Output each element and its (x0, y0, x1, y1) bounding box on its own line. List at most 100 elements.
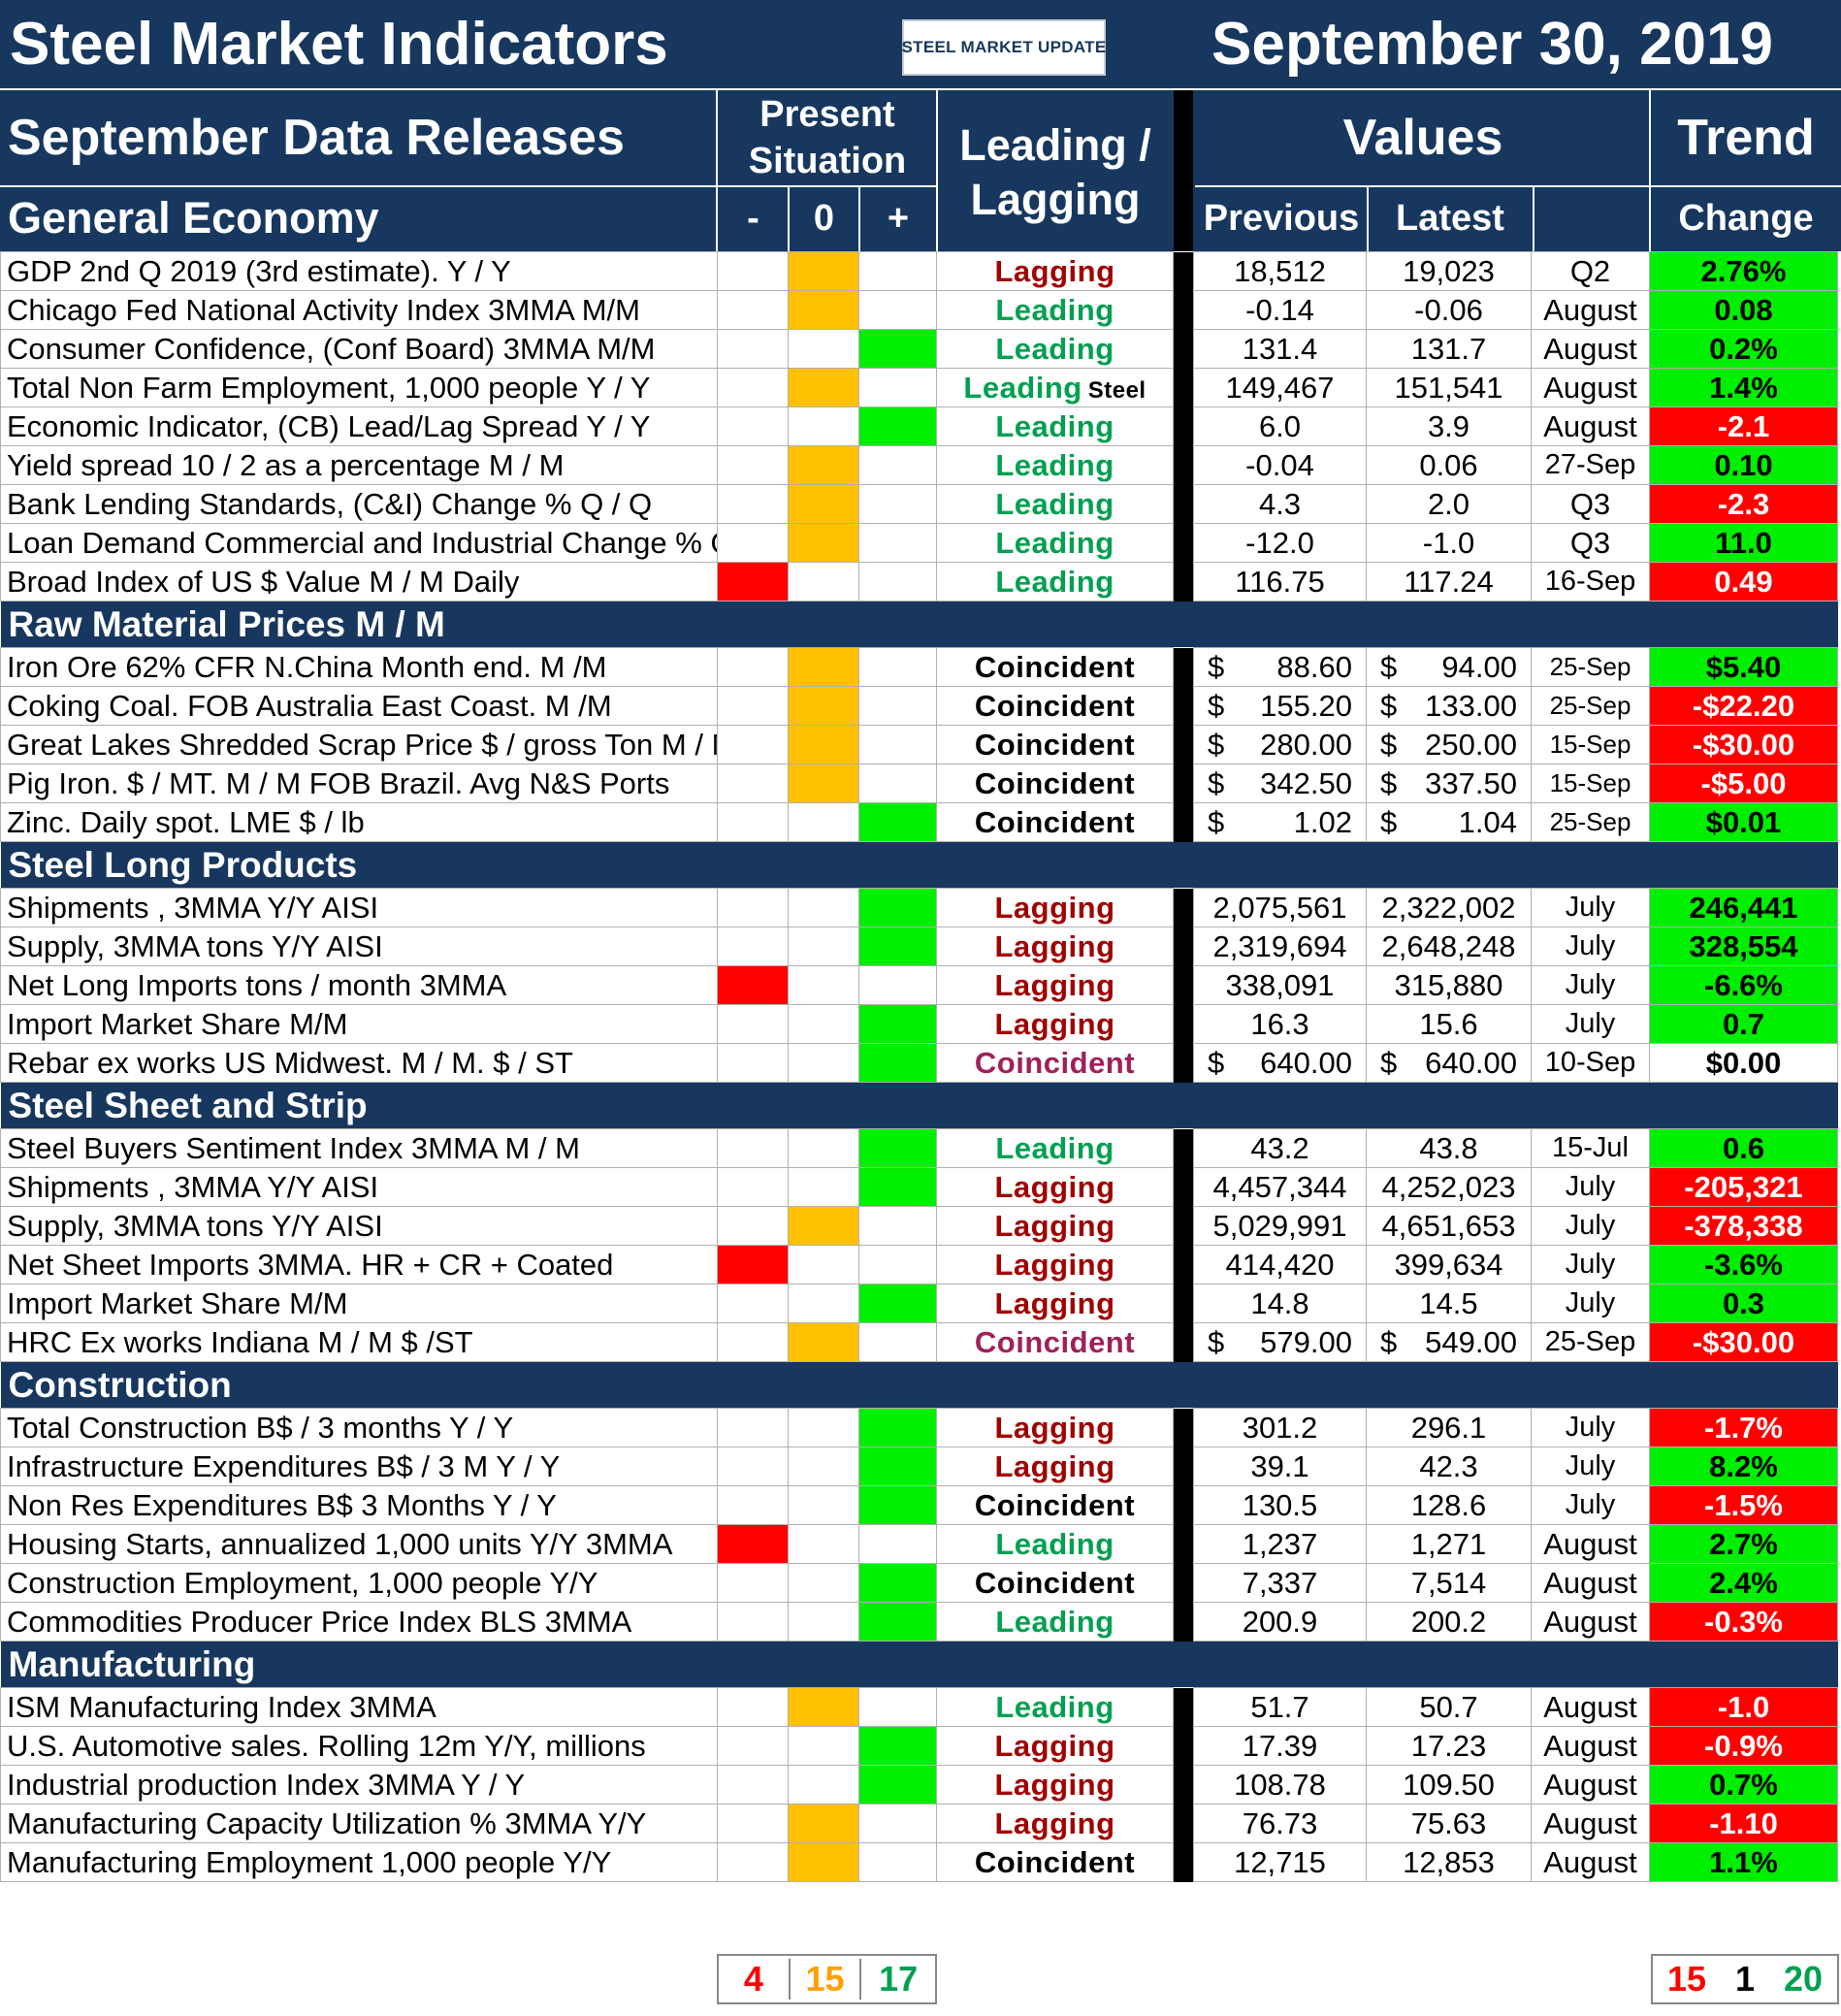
leading-lagging-label: Coincident (974, 765, 1136, 800)
leading-lagging-cell: Lagging (936, 1804, 1174, 1843)
situation-positive-cell (858, 965, 937, 1005)
previous-value: 2,319,694 (1193, 927, 1367, 966)
trend-change-value: 0.2% (1649, 329, 1838, 369)
indicator-label: Steel Buyers Sentiment Index 3MMA M / M (0, 1128, 718, 1168)
leading-lagging-cell: Lagging (936, 1765, 1174, 1805)
situation-negative-cell (717, 1322, 789, 1362)
period-value: August (1531, 1602, 1650, 1642)
previous-value: $88.60 (1193, 647, 1367, 687)
table-row: Commodities Producer Price Index BLS 3MM… (0, 1602, 1838, 1642)
situation-positive-cell (858, 368, 937, 407)
separator (1173, 764, 1194, 803)
amount: 640.00 (1425, 1045, 1517, 1080)
leading-lagging-label: Coincident (974, 688, 1136, 723)
trend-change-value: 2.7% (1649, 1524, 1838, 1564)
period-value: 25-Sep (1531, 802, 1650, 842)
situation-negative-cell (717, 1043, 789, 1083)
leading-lagging-cell: Leading (936, 484, 1174, 524)
previous-value: $640.00 (1193, 1043, 1367, 1083)
separator (1173, 888, 1194, 927)
situation-negative-cell (717, 1245, 789, 1284)
report-date: September 30, 2019 (1211, 11, 1773, 78)
trend-change-value: 0.49 (1649, 562, 1838, 602)
latest-value: 2,648,248 (1366, 927, 1532, 966)
trend-change-value: -$5.00 (1649, 764, 1838, 803)
table-row: Industrial production Index 3MMA Y / Y La… (0, 1765, 1838, 1805)
leading-lagging-cell: Lagging (936, 1004, 1174, 1044)
situation-negative-cell (717, 802, 789, 842)
table-row: Economic Indicator, (CB) Lead/Lag Spread… (0, 406, 1838, 446)
situation-positive-cell (858, 647, 937, 687)
leading-lagging-cell: Leading (936, 406, 1174, 446)
indicator-label: Supply, 3MMA tons Y/Y AISI (0, 1206, 718, 1246)
situation-neutral-cell (788, 1804, 859, 1843)
leading-lagging-label: Leading (995, 292, 1114, 327)
separator (1173, 927, 1194, 966)
latest-value: $549.00 (1366, 1322, 1532, 1362)
situation-neutral-cell (788, 725, 859, 764)
latest-value: 315,880 (1366, 965, 1532, 1005)
table-row: Loan Demand Commercial and Industrial Ch… (0, 523, 1838, 563)
amount: 88.60 (1276, 649, 1352, 684)
indicator-label: GDP 2nd Q 2019 (3rd estimate). Y / Y (0, 251, 718, 291)
situation-negative-cell (717, 1726, 789, 1766)
table-row: Total Construction B$ / 3 months Y / Y La… (0, 1408, 1838, 1447)
dollar-sign: $ (1380, 1324, 1398, 1359)
situation-positive-cell (858, 523, 937, 563)
latest-value: 43.8 (1366, 1128, 1532, 1168)
situation-negative-cell (717, 329, 789, 369)
latest-value: 1,271 (1366, 1524, 1532, 1564)
previous-value: 130.5 (1193, 1485, 1367, 1525)
situation-negative-cell (717, 1602, 789, 1642)
trend-change-value: 246,441 (1649, 888, 1838, 927)
situation-neutral-cell (788, 1447, 859, 1486)
situation-neutral-cell (788, 1726, 859, 1766)
section-title: Steel Long Products (0, 841, 1838, 889)
title-bar: Steel Market Indicators STEEL MARKET UPD… (0, 0, 1841, 90)
leading-lagging-label: Lagging (994, 1410, 1115, 1445)
situation-positive-cell (858, 1765, 937, 1805)
indicator-label: Broad Index of US $ Value M / M Daily (0, 562, 718, 602)
trend-change-value: 11.0 (1649, 523, 1838, 563)
situation-negative-cell (717, 1004, 789, 1044)
period-value: August (1531, 1804, 1650, 1843)
situation-negative-cell (717, 406, 789, 446)
situation-negative-cell (717, 1485, 789, 1525)
previous-value: 2,075,561 (1193, 888, 1367, 927)
previous-value: 39.1 (1193, 1447, 1367, 1486)
amount: 155.20 (1260, 688, 1352, 723)
latest-value: 7,514 (1366, 1563, 1532, 1603)
trend-change-value: -3.6% (1649, 1245, 1838, 1284)
period-value: July (1531, 1004, 1650, 1044)
trend-change-value: 2.76% (1649, 251, 1838, 291)
trend-change-value: -6.6% (1649, 965, 1838, 1005)
section-title: Raw Material Prices M / M (0, 601, 1838, 648)
table-row: Pig Iron. $ / MT. M / M FOB Brazil. Avg … (0, 764, 1838, 803)
latest-value: 2,322,002 (1366, 888, 1532, 927)
table-row: Total Non Farm Employment, 1,000 people … (0, 368, 1838, 407)
period-value: Q2 (1531, 251, 1650, 291)
table-row: Net Long Imports tons / month 3MMA Laggin… (0, 965, 1838, 1005)
separator (1173, 802, 1194, 842)
leading-lagging-cell: Lagging (936, 1167, 1174, 1207)
dollar-sign: $ (1208, 765, 1225, 800)
period-value: August (1531, 1765, 1650, 1805)
situation-positive-cell (858, 1447, 937, 1486)
situation-neutral-cell (788, 1687, 859, 1727)
indicator-label: Manufacturing Employment 1,000 people Y/… (0, 1842, 718, 1882)
leading-lagging-cell: Coincident (936, 647, 1174, 687)
indicator-label: Housing Starts, annualized 1,000 units Y… (0, 1524, 718, 1564)
indicator-label: Net Sheet Imports 3MMA. HR + CR + Coated (0, 1245, 718, 1284)
situation-neutral-cell (788, 1563, 859, 1603)
situation-negative-cell (717, 764, 789, 803)
situation-negative-cell (717, 445, 789, 485)
section-header: Steel Sheet and Strip (0, 1082, 1838, 1129)
section-title: Steel Sheet and Strip (0, 1082, 1838, 1129)
values-header: Values (1342, 110, 1503, 166)
situation-negative-cell (717, 1804, 789, 1843)
dollar-sign: $ (1208, 1045, 1225, 1080)
situation-neutral-cell (788, 802, 859, 842)
indicator-label: Infrastructure Expenditures B$ / 3 M Y /… (0, 1447, 718, 1486)
separator (1173, 647, 1194, 687)
previous-value: $579.00 (1193, 1322, 1367, 1362)
